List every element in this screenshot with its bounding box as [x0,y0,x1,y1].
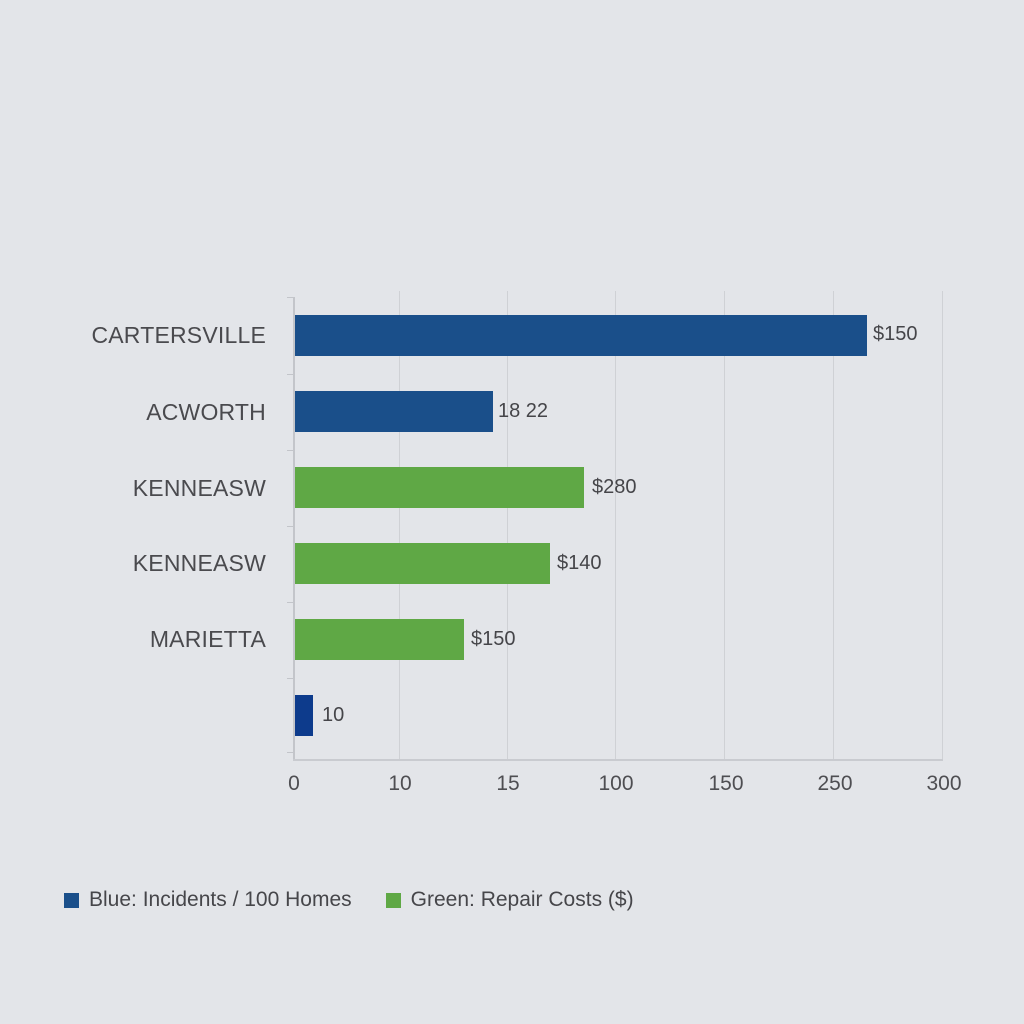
value-label: 10 [322,704,345,726]
value-label: $140 [557,552,602,574]
category-label: KENNEASW [132,550,266,576]
y-tick [287,297,294,298]
value-label: 18 22 [498,400,549,422]
x-tick-label: 300 [926,772,962,795]
bar-kenneasw-1 [295,467,584,508]
x-tick-label: 150 [708,772,744,795]
category-label: CARTERSVILLE [91,322,266,348]
gridline [724,291,725,760]
value-label: $150 [873,323,918,345]
legend-item-green: Green: Repair Costs ($) [385,888,634,912]
y-axis-line [293,297,295,761]
y-tick [287,374,294,375]
legend-swatch-icon [385,892,401,908]
x-tick-label: 15 [496,772,520,795]
y-tick [287,526,294,527]
gridline [942,291,943,760]
bar-acworth [295,391,493,432]
value-label: $280 [592,476,637,498]
category-label: ACWORTH [146,399,266,425]
legend: Blue: Incidents / 100 Homes Green: Repai… [64,888,668,912]
value-label: $150 [471,628,516,650]
x-tick-label: 250 [817,772,853,795]
bar-marietta [295,619,464,660]
y-tick [287,450,294,451]
legend-label: Green: Repair Costs ($) [410,888,634,911]
gridline [833,291,834,760]
x-tick-label: 10 [388,772,412,795]
category-label: KENNEASW [132,475,266,501]
x-tick-label: 100 [598,772,634,795]
gridline [615,291,616,760]
legend-swatch-icon [64,892,79,908]
legend-label: Blue: Incidents / 100 Homes [89,888,352,911]
bar-unlabeled [295,695,313,736]
y-tick [287,678,294,679]
bar-cartersville [295,315,867,356]
legend-item-blue: Blue: Incidents / 100 Homes [64,888,352,912]
x-tick-label: 0 [288,772,300,795]
gridline [399,291,400,760]
bar-kenneasw-2 [295,543,550,584]
y-tick [287,752,294,753]
x-axis-line [293,759,943,761]
gridline [507,291,508,760]
y-tick [287,602,294,603]
category-label: MARIETTA [149,626,266,652]
